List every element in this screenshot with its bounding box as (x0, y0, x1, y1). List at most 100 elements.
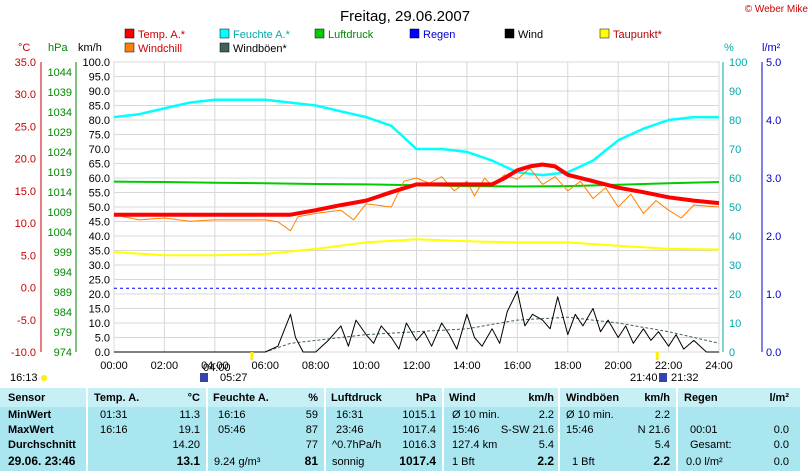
sun-icon (41, 375, 47, 381)
col-divider (324, 388, 326, 471)
x-tick-label: 08:00 (302, 360, 330, 372)
pressure-tick-label: 974 (54, 347, 72, 359)
wind-tick-label: 0.0 (95, 347, 110, 359)
min-gust-value: 2.2 (654, 409, 670, 421)
pressure-unit-label: hPa (48, 42, 68, 54)
x-tick-label: 00:00 (100, 360, 128, 372)
avg-wind-distance: 127.4 km (452, 439, 498, 451)
wind-tick-label: 20.0 (89, 289, 110, 301)
pressure-tick-label: 1024 (48, 147, 72, 159)
x-tick-label: 12:00 (403, 360, 431, 372)
temp-tick-label: 15.0 (15, 186, 36, 198)
legend-label: Wind (518, 29, 543, 41)
wind-tick-label: 90.0 (89, 86, 110, 98)
temp-header-bg (88, 388, 206, 407)
legend-swatch (504, 28, 515, 39)
x-tick-label: 14:00 (453, 360, 481, 372)
sunrise-label: 05:27 (220, 372, 248, 383)
header-temp: Temp. A. (94, 392, 140, 404)
legend-label: Taupunkt* (613, 29, 663, 41)
axis-ticks: 100.095.090.085.080.075.070.065.060.055.… (11, 57, 781, 372)
sun-early-label: 04:00 (203, 362, 231, 374)
humidity-tick-label: 20 (729, 289, 741, 301)
rain-header-bg (678, 388, 800, 407)
legend-label: Windböen* (233, 43, 288, 55)
pressure-tick-label: 999 (54, 247, 72, 259)
row-label-avg: Durchschnitt (8, 439, 76, 451)
wind-tick-label: 70.0 (89, 144, 110, 156)
header-wind-unit: km/h (528, 392, 554, 404)
temp-tick-label: 20.0 (15, 154, 36, 166)
pressure-header-bg (326, 388, 442, 407)
legend-label: Windchill (138, 43, 182, 55)
pressure-tick-label: 1009 (48, 207, 72, 219)
temp-tick-label: 30.0 (15, 89, 36, 101)
series-layer (113, 98, 720, 360)
max-hum-time: 05:46 (218, 424, 246, 436)
humidity-tick-label: 60 (729, 173, 741, 185)
temp-tick-label: 10.0 (15, 218, 36, 230)
legend-label: Regen (423, 29, 455, 41)
pressure-tick-label: 1019 (48, 167, 72, 179)
wind-tick-label: 80.0 (89, 115, 110, 127)
avg-wind-value: 5.4 (538, 439, 554, 451)
header-sensor: Sensor (8, 392, 46, 404)
max-wind-value: S-SW 21.6 (500, 424, 554, 436)
humidity-tick-label: 100 (729, 57, 747, 69)
legend: Temp. A.* Feuchte A.* Luftdruck Regen Wind Ta… (124, 28, 663, 55)
row-label-max: MaxWert (8, 424, 54, 436)
wind-tick-label: 65.0 (89, 159, 110, 171)
now-hum-value: 81 (304, 454, 318, 468)
x-tick-label: 18:00 (554, 360, 582, 372)
rain-unit-label: l/m² (762, 42, 781, 54)
rain-tick-label: 1.0 (766, 289, 781, 301)
col-divider (86, 388, 88, 471)
max-gust-time: 15:46 (566, 424, 594, 436)
header-temp-unit: °C (187, 392, 200, 404)
avg-temp-value: 14.20 (172, 439, 200, 451)
sensor-header-bg (0, 388, 86, 407)
wind-tick-label: 100.0 (82, 57, 110, 69)
rain-tick-label: 4.0 (766, 115, 781, 127)
header-gust: Windböen (566, 392, 620, 404)
pressure-tick-label: 1044 (48, 67, 72, 79)
wind-tick-label: 85.0 (89, 101, 110, 113)
humidity-tick-label: 40 (729, 231, 741, 243)
gust-header-bg (560, 388, 676, 407)
wind-tick-label: 95.0 (89, 72, 110, 84)
sun-left-label: 16:13 (10, 372, 38, 383)
pressure-tick-label: 984 (54, 307, 72, 319)
row-label-current: 29.06. 23:46 (8, 454, 76, 468)
max-gust-value: N 21.6 (637, 424, 670, 436)
humidity-header-bg (208, 388, 324, 407)
wind-tick-label: 25.0 (89, 275, 110, 287)
now-rain-value: 0.0 (773, 456, 789, 468)
humidity-tick-label: 30 (729, 260, 741, 272)
min-temp-time: 01:31 (100, 409, 128, 421)
now-temp-value: 13.1 (176, 454, 200, 468)
wind-tick-label: 5.0 (95, 333, 110, 345)
temp-unit-label: °C (18, 42, 30, 54)
wind-header-bg (444, 388, 558, 407)
sunrise-marker-icon (200, 373, 208, 382)
max-press-time: 23:46 (336, 424, 364, 436)
legend-swatch (219, 42, 230, 53)
now-wind-value: 2.2 (537, 454, 554, 468)
x-tick-label: 10:00 (352, 360, 380, 372)
pressure-tick-label: 1004 (48, 227, 72, 239)
temp-tick-label: 0.0 (21, 283, 36, 295)
max-rain-value: 0.0 (773, 424, 789, 436)
header-wind: Wind (449, 392, 476, 404)
min-temp-value: 11.3 (179, 409, 200, 421)
wind-tick-label: 40.0 (89, 231, 110, 243)
sunset-label: 21:32 (671, 372, 699, 383)
avg-rain-value: 0.0 (773, 439, 789, 451)
header-gust-unit: km/h (644, 392, 670, 404)
series-windchill (113, 167, 720, 232)
pressure-tick-label: 1039 (48, 87, 72, 99)
wind-unit-label: km/h (78, 42, 102, 54)
row-label-min: MinWert (8, 409, 52, 421)
grid (113, 61, 720, 353)
pressure-tick-label: 989 (54, 287, 72, 299)
rain-tick-label: 3.0 (766, 173, 781, 185)
